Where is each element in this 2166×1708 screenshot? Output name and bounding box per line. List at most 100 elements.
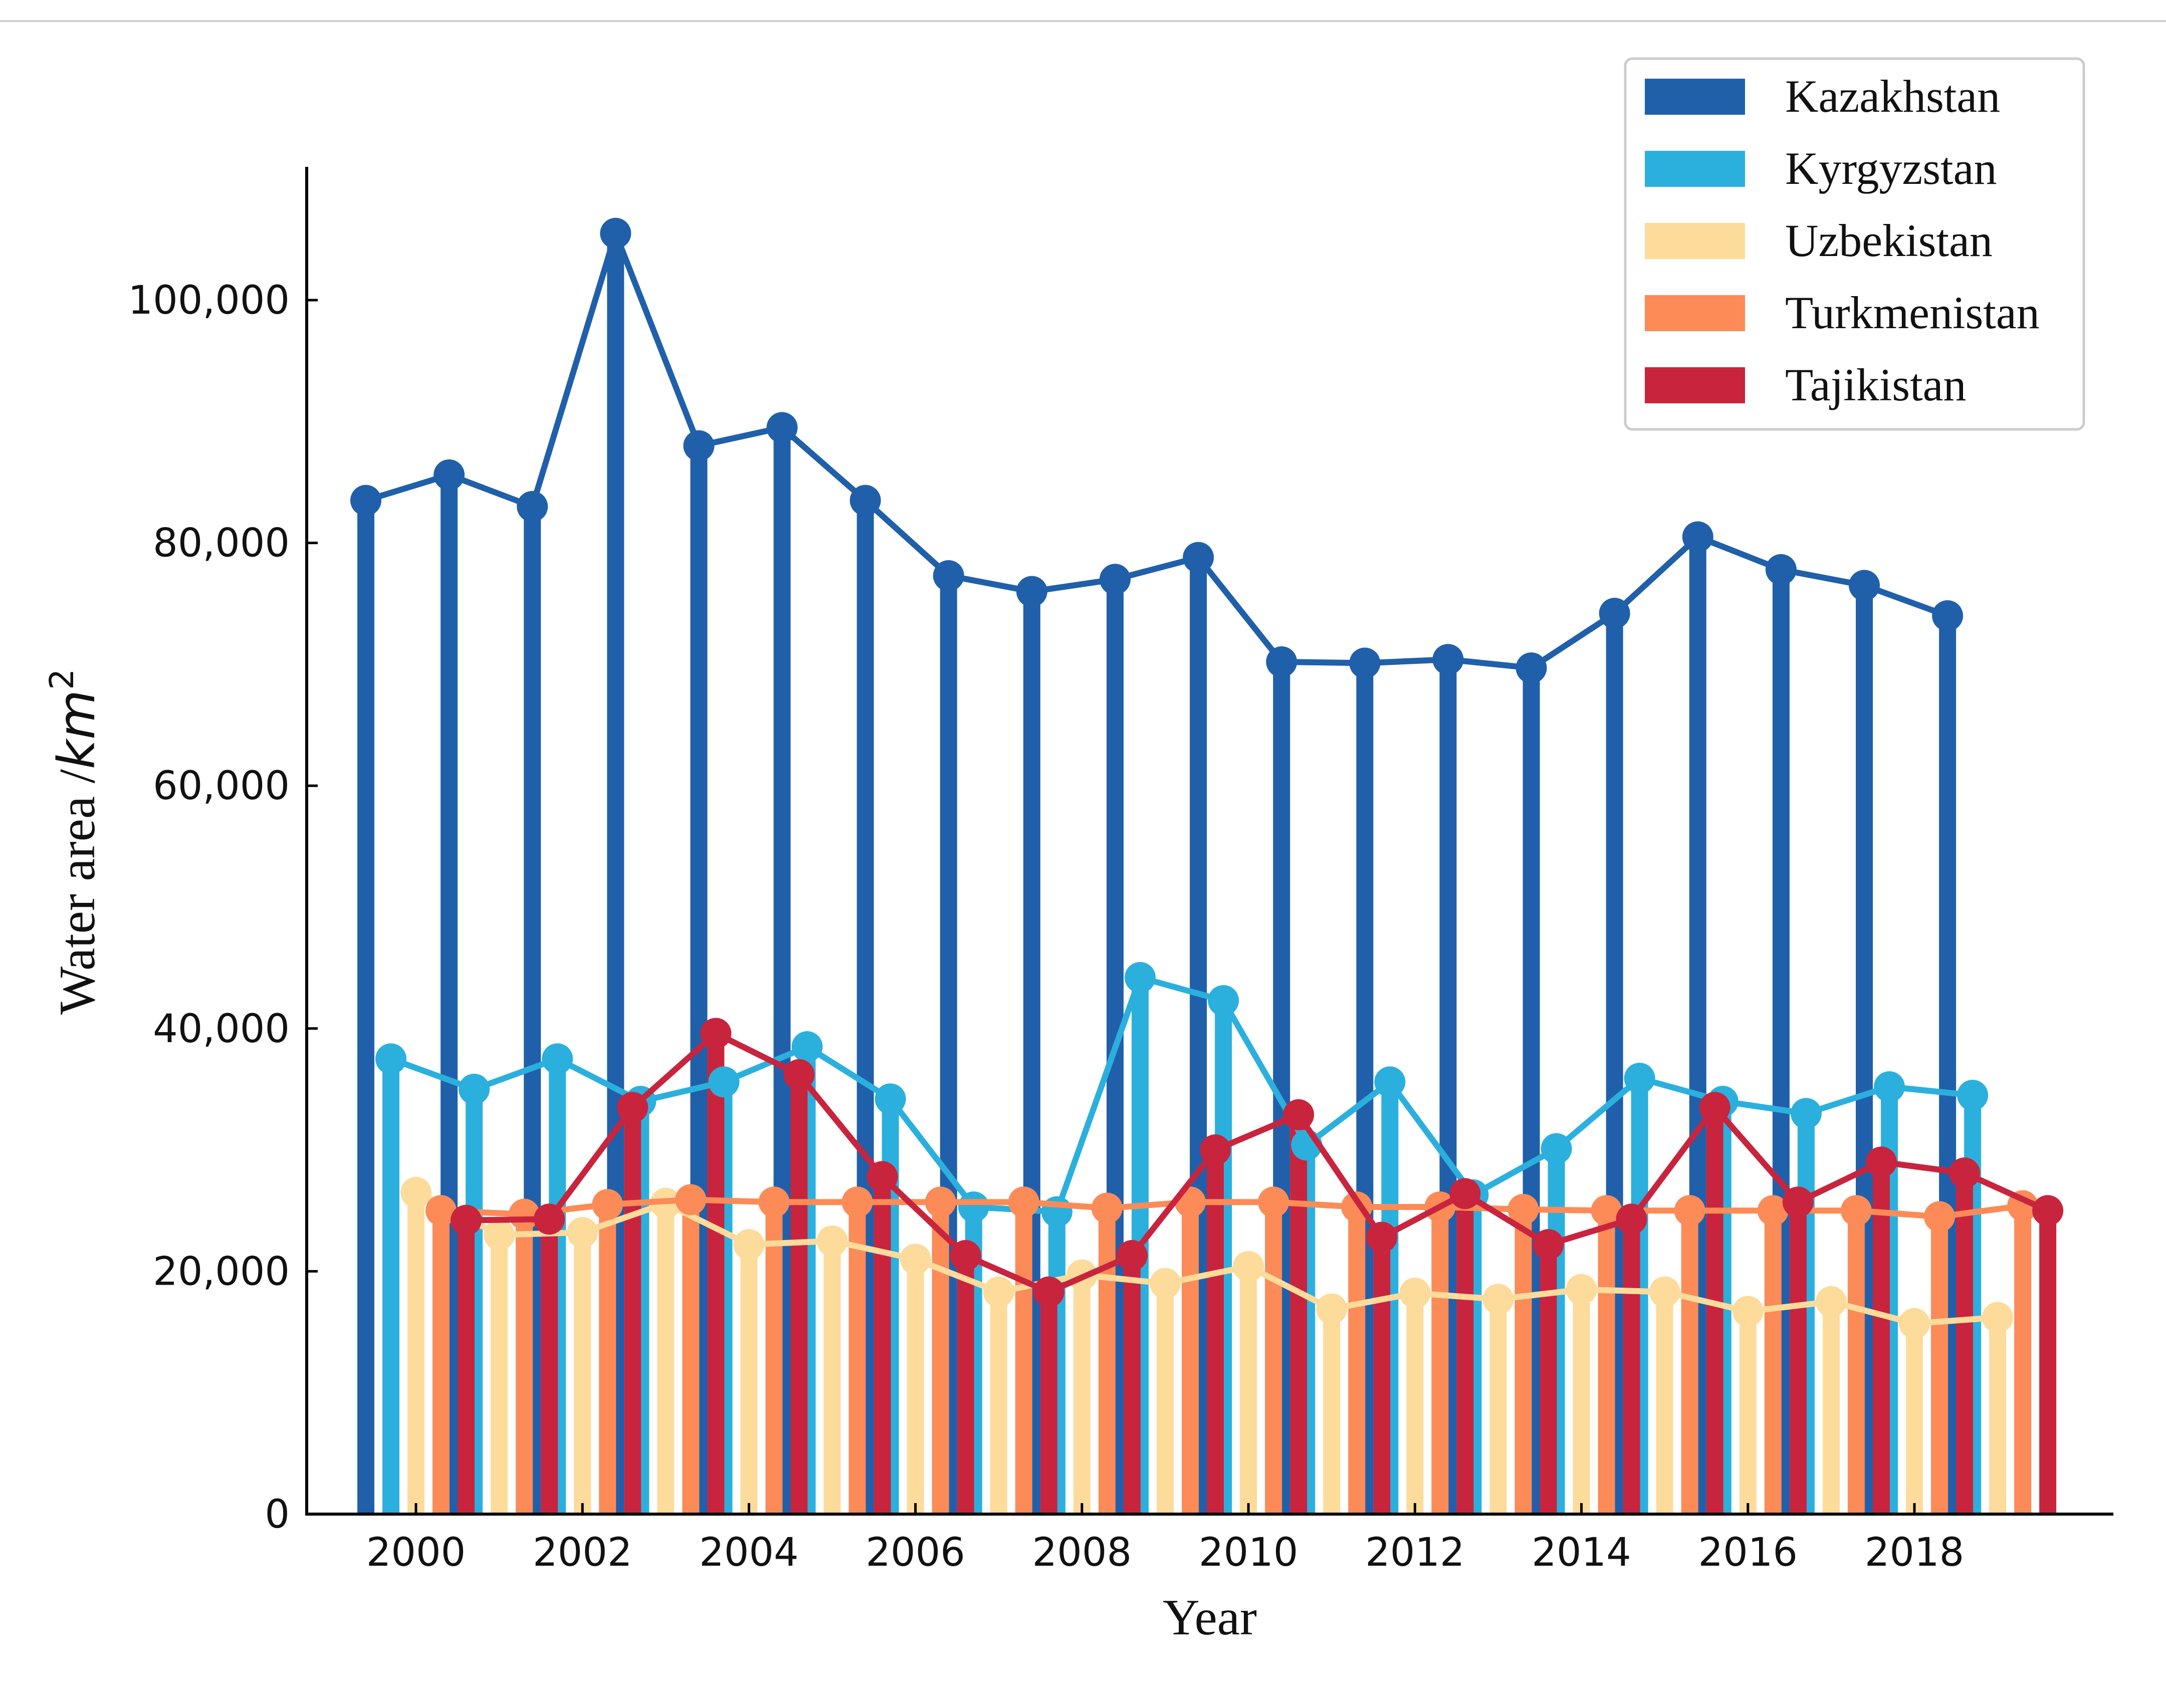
- point-kyrgyzstan-2014: [1541, 1133, 1572, 1164]
- point-turkmenistan-2017: [1840, 1195, 1872, 1227]
- point-turkmenistan-2002: [592, 1189, 623, 1221]
- point-tajikistan-2007: [1033, 1276, 1064, 1308]
- bar-tajikistan-2002: [624, 1107, 641, 1514]
- bar-tajikistan-2005: [874, 1176, 891, 1514]
- bar-turkmenistan-2016: [1764, 1210, 1782, 1514]
- bar-tajikistan-2006: [957, 1255, 974, 1514]
- legend-item-kyrgyzstan: Kyrgyzstan: [1645, 143, 1997, 194]
- point-uzbekistan-2015: [1649, 1276, 1680, 1308]
- legend: Kazakhstan Kyrgyzstan Uzbekistan Turkmenist…: [1624, 57, 2085, 431]
- bar-tajikistan-2011: [1373, 1237, 1391, 1514]
- bar-uzbekistan-2014: [1573, 1289, 1590, 1514]
- bar-turkmenistan-2001: [516, 1214, 533, 1514]
- bar-tajikistan-2013: [1540, 1245, 1557, 1514]
- point-kazakhstan-2006: [849, 484, 881, 516]
- x-tick-label-2014: 2014: [1532, 1530, 1631, 1575]
- point-kyrgyzstan-2007: [958, 1191, 989, 1223]
- point-tajikistan-2005: [867, 1161, 898, 1192]
- x-axis-title: Year: [1163, 1589, 1257, 1646]
- x-tick-label-2006: 2006: [865, 1530, 965, 1575]
- bar-uzbekistan-2018: [1906, 1323, 1923, 1514]
- point-tajikistan-2014: [1616, 1203, 1647, 1235]
- bar-turkmenistan-2019: [2014, 1205, 2032, 1514]
- point-kazakhstan-2011: [1266, 646, 1297, 678]
- bar-turkmenistan-2014: [1598, 1210, 1615, 1514]
- bar-uzbekistan-2017: [1822, 1301, 1840, 1514]
- bar-tajikistan-2014: [1623, 1219, 1640, 1514]
- point-kyrgyzstan-2017: [1790, 1098, 1822, 1129]
- bar-uzbekistan-2015: [1656, 1292, 1673, 1514]
- bar-turkmenistan-2013: [1514, 1209, 1532, 1514]
- point-uzbekistan-2011: [1316, 1293, 1348, 1325]
- bar-series-turkmenistan: [432, 1199, 2032, 1514]
- point-kyrgyzstan-2006: [875, 1083, 906, 1115]
- point-kyrgyzstan-2001: [459, 1073, 490, 1105]
- legend-item-turkmenistan: Turkmenistan: [1645, 287, 2040, 338]
- point-tajikistan-2012: [1449, 1178, 1481, 1209]
- y-tick-label-80000: 80,000: [153, 521, 290, 566]
- x-tick-label-2018: 2018: [1865, 1530, 1965, 1575]
- legend-swatch-turkmenistan: [1645, 295, 1745, 331]
- bar-tajikistan-2016: [1789, 1202, 1807, 1514]
- point-tajikistan-2003: [700, 1018, 732, 1049]
- point-uzbekistan-2007: [983, 1276, 1014, 1308]
- x-tick-label-2016: 2016: [1698, 1530, 1798, 1575]
- bar-tajikistan-2015: [1706, 1107, 1723, 1514]
- point-turkmenistan-2018: [1924, 1201, 1955, 1233]
- point-turkmenistan-2014: [1591, 1195, 1622, 1227]
- line-series-turkmenistan: [425, 1184, 2039, 1233]
- y-ticks: 0 20,000 40,000 60,000 80,000 100,000: [128, 278, 318, 1537]
- y-axis-title: Water area /km2: [43, 669, 107, 1015]
- bar-uzbekistan-2009: [1157, 1283, 1174, 1514]
- bar-series-tajikistan: [458, 1033, 2057, 1514]
- bar-uzbekistan-2001: [491, 1235, 508, 1514]
- legend-item-tajikistan: Tajikistan: [1645, 359, 1967, 410]
- y-tick-label-100000: 100,000: [128, 278, 290, 323]
- bar-turkmenistan-2000: [432, 1210, 450, 1514]
- bar-turkmenistan-2017: [1847, 1210, 1865, 1514]
- line-series-kazakhstan: [350, 217, 1964, 684]
- point-kazakhstan-2009: [1100, 564, 1131, 595]
- point-kazakhstan-2017: [1765, 554, 1797, 585]
- y-axis-title-text: Water area /: [49, 769, 106, 1015]
- bar-uzbekistan-2010: [1240, 1266, 1257, 1514]
- point-uzbekistan-2010: [1233, 1251, 1264, 1282]
- point-uzbekistan-2005: [816, 1225, 848, 1257]
- point-kazakhstan-2014: [1515, 652, 1547, 684]
- point-turkmenistan-2006: [925, 1186, 956, 1218]
- point-kazakhstan-2007: [933, 560, 964, 592]
- legend-item-uzbekistan: Uzbekistan: [1645, 215, 1993, 266]
- point-turkmenistan-2004: [758, 1186, 790, 1218]
- bar-turkmenistan-2004: [765, 1202, 783, 1514]
- bar-kyrgyzstan-2000: [382, 1059, 399, 1514]
- bar-uzbekistan-2005: [823, 1241, 841, 1514]
- point-kazakhstan-2000: [350, 484, 381, 516]
- point-uzbekistan-2013: [1482, 1284, 1514, 1315]
- bar-turkmenistan-2015: [1681, 1210, 1698, 1514]
- point-uzbekistan-2006: [900, 1244, 931, 1275]
- point-uzbekistan-2001: [484, 1219, 515, 1251]
- bar-uzbekistan-2000: [407, 1192, 424, 1514]
- point-turkmenistan-2008: [1091, 1192, 1123, 1224]
- legend-swatch-kazakhstan: [1645, 79, 1745, 115]
- bar-turkmenistan-2003: [682, 1199, 700, 1514]
- point-uzbekistan-2016: [1732, 1296, 1764, 1327]
- legend-item-kazakhstan: Kazakhstan: [1645, 71, 2000, 122]
- bar-tajikistan-2003: [707, 1033, 725, 1514]
- bar-turkmenistan-2007: [1015, 1202, 1032, 1514]
- x-tick-label-2008: 2008: [1032, 1530, 1132, 1575]
- point-uzbekistan-2018: [1899, 1308, 1930, 1339]
- bar-turkmenistan-2010: [1265, 1202, 1282, 1514]
- point-tajikistan-2004: [783, 1059, 815, 1090]
- legend-swatch-kyrgyzstan: [1645, 151, 1745, 187]
- point-kazakhstan-2004: [683, 430, 715, 461]
- y-tick-label-60000: 60,000: [153, 764, 290, 809]
- legend-label-kazakhstan: Kazakhstan: [1785, 71, 2000, 122]
- line-kazakhstan: [365, 230, 1949, 671]
- point-turkmenistan-2005: [841, 1186, 873, 1218]
- point-tajikistan-2018: [1949, 1157, 1980, 1189]
- point-tajikistan-2019: [2032, 1195, 2064, 1227]
- point-kyrgyzstan-2004: [708, 1066, 740, 1098]
- legend-swatch-uzbekistan: [1645, 223, 1745, 259]
